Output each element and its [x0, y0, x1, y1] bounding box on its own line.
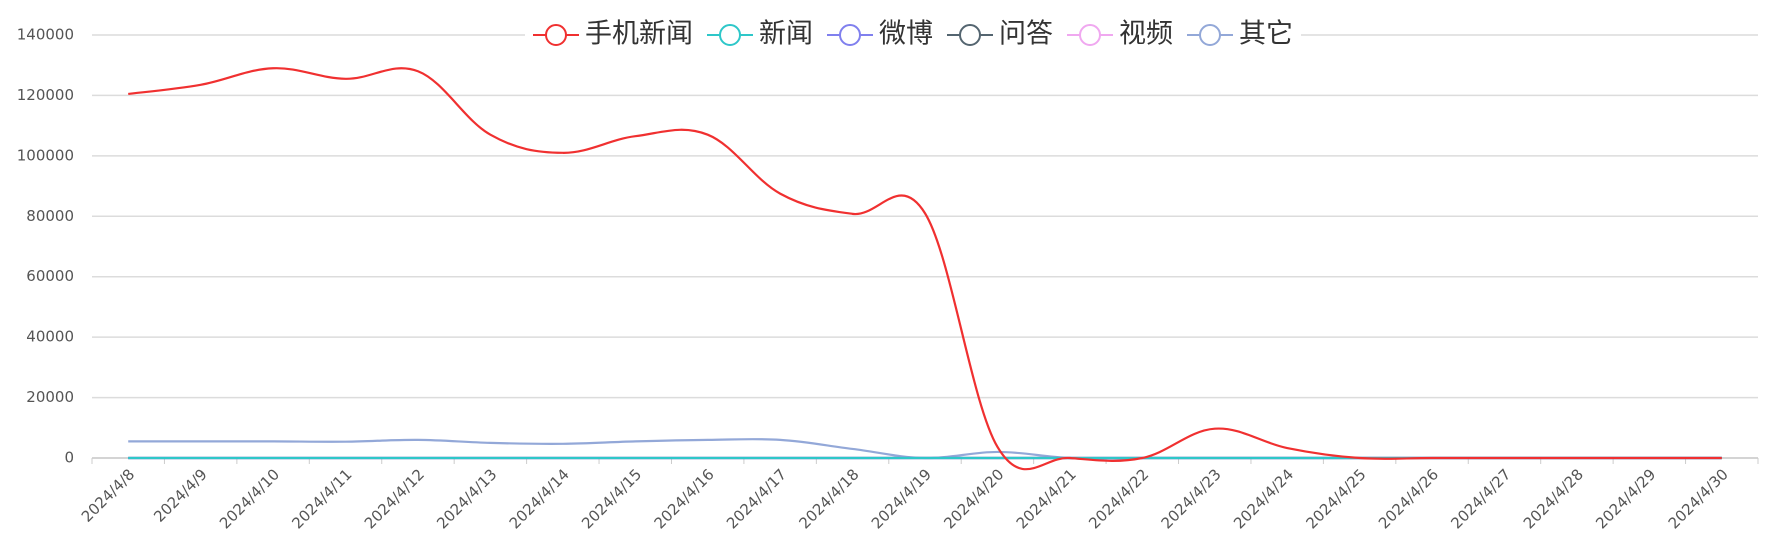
x-tick-label: 2024/4/11: [288, 465, 355, 532]
x-tick-label: 2024/4/29: [1592, 465, 1659, 532]
x-tick-label: 2024/4/12: [361, 465, 428, 532]
x-tick-label: 2024/4/26: [1375, 465, 1442, 532]
x-tick-label: 2024/4/30: [1665, 465, 1732, 532]
x-tick-label: 2024/4/16: [651, 465, 718, 532]
y-tick-label: 0: [64, 449, 74, 467]
x-tick-label: 2024/4/8: [78, 465, 138, 525]
legend-item: 视频: [1067, 19, 1173, 50]
legend-item: 手机新闻: [533, 19, 693, 50]
legend-background: [525, 17, 1301, 53]
legend-item: 新闻: [707, 19, 813, 50]
x-tick-label: 2024/4/18: [795, 465, 862, 532]
y-tick-label: 20000: [26, 388, 74, 406]
legend-symbol: [839, 24, 861, 46]
y-tick-label: 80000: [26, 207, 74, 225]
legend-symbol: [719, 24, 741, 46]
y-tick-label: 140000: [17, 26, 74, 44]
x-tick-label: 2024/4/10: [216, 465, 283, 532]
y-tick-label: 40000: [26, 328, 74, 346]
legend-item: 问答: [947, 19, 1053, 50]
y-tick-label: 120000: [17, 86, 74, 104]
legend-label: 手机新闻: [585, 19, 693, 50]
y-tick-label: 60000: [26, 267, 74, 285]
x-tick-label: 2024/4/23: [1158, 465, 1225, 532]
legend-item: 其它: [1187, 19, 1293, 50]
legend-label: 视频: [1119, 19, 1173, 50]
x-tick-label: 2024/4/22: [1085, 465, 1152, 532]
series-line: [128, 437, 1722, 460]
x-tick-label: 2024/4/27: [1447, 465, 1514, 532]
legend-label: 微博: [879, 19, 933, 50]
x-tick-label: 2024/4/15: [578, 465, 645, 532]
x-tick-label: 2024/4/28: [1520, 465, 1587, 532]
x-tick-label: 2024/4/21: [1013, 465, 1080, 532]
legend-label: 其它: [1239, 19, 1293, 50]
x-tick-label: 2024/4/13: [433, 465, 500, 532]
legend-symbol: [959, 24, 981, 46]
x-tick-label: 2024/4/19: [868, 465, 935, 532]
x-tick-label: 2024/4/24: [1230, 465, 1297, 532]
x-tick-label: 2024/4/9: [150, 465, 210, 525]
x-tick-label: 2024/4/14: [506, 465, 573, 532]
legend: 手机新闻 新闻 微博 问答 视频 其它: [525, 17, 1301, 53]
legend-label: 问答: [999, 19, 1053, 50]
x-tick-label: 2024/4/25: [1302, 465, 1369, 532]
series-line: [128, 67, 1722, 471]
legend-item: 微博: [827, 19, 933, 50]
x-tick-label: 2024/4/20: [940, 465, 1007, 532]
y-tick-label: 100000: [17, 146, 74, 164]
legend-symbol: [1079, 24, 1101, 46]
legend-symbol: [1199, 24, 1221, 46]
x-tick-label: 2024/4/17: [723, 465, 790, 532]
legend-symbol: [545, 24, 567, 46]
legend-label: 新闻: [759, 19, 813, 50]
